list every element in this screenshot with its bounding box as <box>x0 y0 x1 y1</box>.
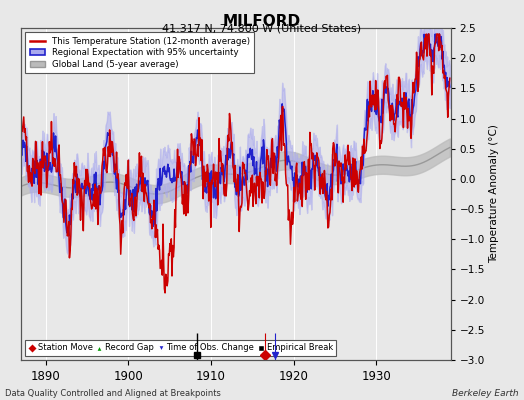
Text: 41.317 N, 74.800 W (United States): 41.317 N, 74.800 W (United States) <box>162 23 362 33</box>
Text: MILFORD: MILFORD <box>223 14 301 29</box>
Text: Data Quality Controlled and Aligned at Breakpoints: Data Quality Controlled and Aligned at B… <box>5 389 221 398</box>
Y-axis label: Temperature Anomaly (°C): Temperature Anomaly (°C) <box>489 124 499 264</box>
Text: Berkeley Earth: Berkeley Earth <box>452 389 519 398</box>
Legend: Station Move, Record Gap, Time of Obs. Change, Empirical Break: Station Move, Record Gap, Time of Obs. C… <box>25 340 336 356</box>
